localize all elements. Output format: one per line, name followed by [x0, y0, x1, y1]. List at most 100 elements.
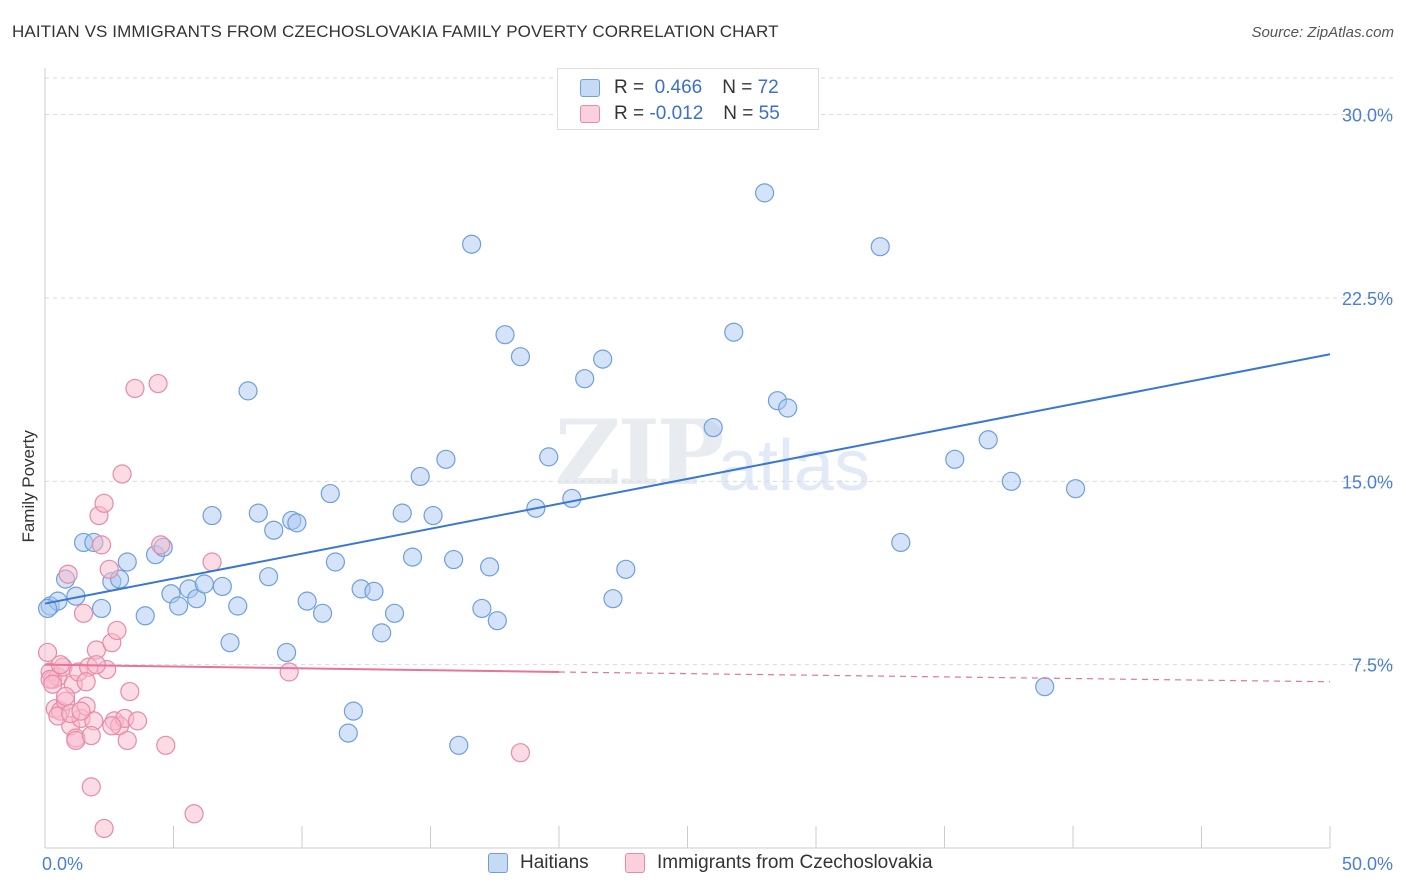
x-tick-label: 0.0%: [42, 854, 83, 874]
legend-row-haitians: R = 0.466 N = 72: [580, 76, 779, 100]
legend-n-label: N =: [722, 77, 753, 98]
haitian-point: [593, 349, 613, 369]
czech-point: [99, 559, 119, 579]
czech-point: [73, 603, 94, 623]
czech-point: [94, 818, 114, 839]
haitian-point: [312, 603, 333, 623]
y-axis-label: Family Poverty: [19, 430, 38, 543]
chart-title: HAITIAN VS IMMIGRANTS FROM CZECHOSLOVAKI…: [12, 22, 779, 41]
haitian-point: [1035, 677, 1055, 697]
haitian-point: [870, 237, 890, 257]
czech-point: [91, 535, 112, 555]
czech-point: [55, 686, 76, 707]
legend-item-czech: Immigrants from Czechoslovakia: [625, 852, 933, 874]
haitian-point: [603, 589, 623, 609]
haitian-point: [945, 449, 965, 469]
legend-r-value: -0.012: [649, 103, 704, 124]
czech-swatch: [580, 105, 600, 123]
haitian-point: [423, 505, 443, 526]
haitian-point: [264, 520, 284, 540]
haitian-point: [258, 567, 279, 587]
haitian-point: [480, 557, 500, 577]
grid: [45, 77, 1393, 666]
legend-haitians-label: Haitians: [520, 852, 589, 873]
czech-point: [120, 681, 140, 702]
haitian-point: [616, 559, 636, 579]
czech-point: [71, 701, 91, 721]
czech-point: [112, 464, 132, 484]
czech-point: [151, 535, 171, 555]
haitian-point: [228, 596, 248, 616]
haitian-point: [410, 466, 430, 487]
data-points: [37, 183, 1086, 839]
haitian-point: [1001, 471, 1021, 491]
czech-point: [510, 743, 531, 763]
legend-item-haitians: Haitians: [488, 852, 589, 874]
haitian-point: [754, 183, 775, 203]
haitian-point: [436, 449, 456, 469]
y-tick-label: 22.5%: [1342, 289, 1393, 309]
legend-n-value: 55: [758, 103, 780, 124]
watermark-atlas: atlas: [718, 426, 871, 506]
legend-r-label: R =: [614, 77, 645, 98]
legend-r-label: R =: [614, 103, 645, 124]
haitian-point: [462, 234, 482, 254]
czech-legend-swatch: [625, 853, 645, 873]
y-tick-label: 7.5%: [1352, 656, 1393, 676]
x-tick-label: 50.0%: [1342, 854, 1393, 874]
czech-point: [81, 777, 101, 797]
haitian-point: [343, 701, 363, 721]
czech-point: [202, 552, 222, 572]
haitian-point: [891, 532, 911, 553]
haitian-point: [248, 503, 268, 523]
haitian-point: [194, 574, 214, 594]
haitian-point: [1065, 479, 1086, 499]
czech-point: [94, 493, 114, 513]
haitian-point: [287, 513, 307, 533]
haitian-point: [238, 381, 258, 401]
haitian-point: [487, 611, 507, 631]
czech-trend-line: [558, 671, 1331, 683]
haitian-point: [325, 552, 346, 572]
tick-labels: 7.5% 15.0% 22.5% 30.0% 0.0% 50.0% Family Pover…: [19, 106, 1393, 874]
czech-point: [107, 620, 127, 641]
legend-czech-label: Immigrants from Czechoslovakia: [657, 852, 933, 873]
source-label: Source: ZipAtlas.com: [1251, 24, 1394, 41]
czech-point: [81, 725, 101, 746]
haitians-legend-swatch: [488, 853, 508, 873]
legend-n-label: N =: [723, 103, 754, 124]
haitians-swatch: [580, 79, 600, 97]
czech-point: [117, 730, 137, 751]
czech-point: [58, 564, 78, 584]
czech-point: [148, 373, 168, 394]
haitian-point: [202, 505, 222, 526]
haitian-point: [91, 598, 112, 619]
haitian-point: [703, 417, 723, 438]
haitian-point: [320, 483, 340, 504]
haitian-point: [778, 398, 798, 418]
czech-trend-line: [44, 663, 560, 673]
haitian-point: [220, 633, 240, 653]
haitian-point: [135, 606, 155, 626]
legend-row-czech: R = -0.012 N = 55: [580, 102, 780, 126]
haitian-point: [978, 430, 998, 450]
haitian-point: [384, 603, 405, 623]
y-tick-label: 15.0%: [1342, 472, 1393, 492]
czech-point: [156, 735, 176, 755]
czech-point: [279, 662, 299, 682]
haitian-point: [37, 598, 58, 619]
haitian-point: [392, 503, 412, 523]
czech-point: [184, 804, 204, 824]
haitian-point: [449, 735, 469, 755]
haitian-point: [297, 591, 317, 611]
haitian-point: [372, 623, 392, 643]
czech-point: [43, 674, 63, 694]
haitian-point: [444, 549, 464, 570]
czech-point: [37, 642, 58, 663]
y-tick-label: 30.0%: [1342, 106, 1393, 126]
czech-point: [102, 716, 122, 736]
legend-n-value: 72: [757, 77, 779, 98]
czech-point: [127, 711, 148, 731]
haitian-point: [495, 325, 515, 345]
